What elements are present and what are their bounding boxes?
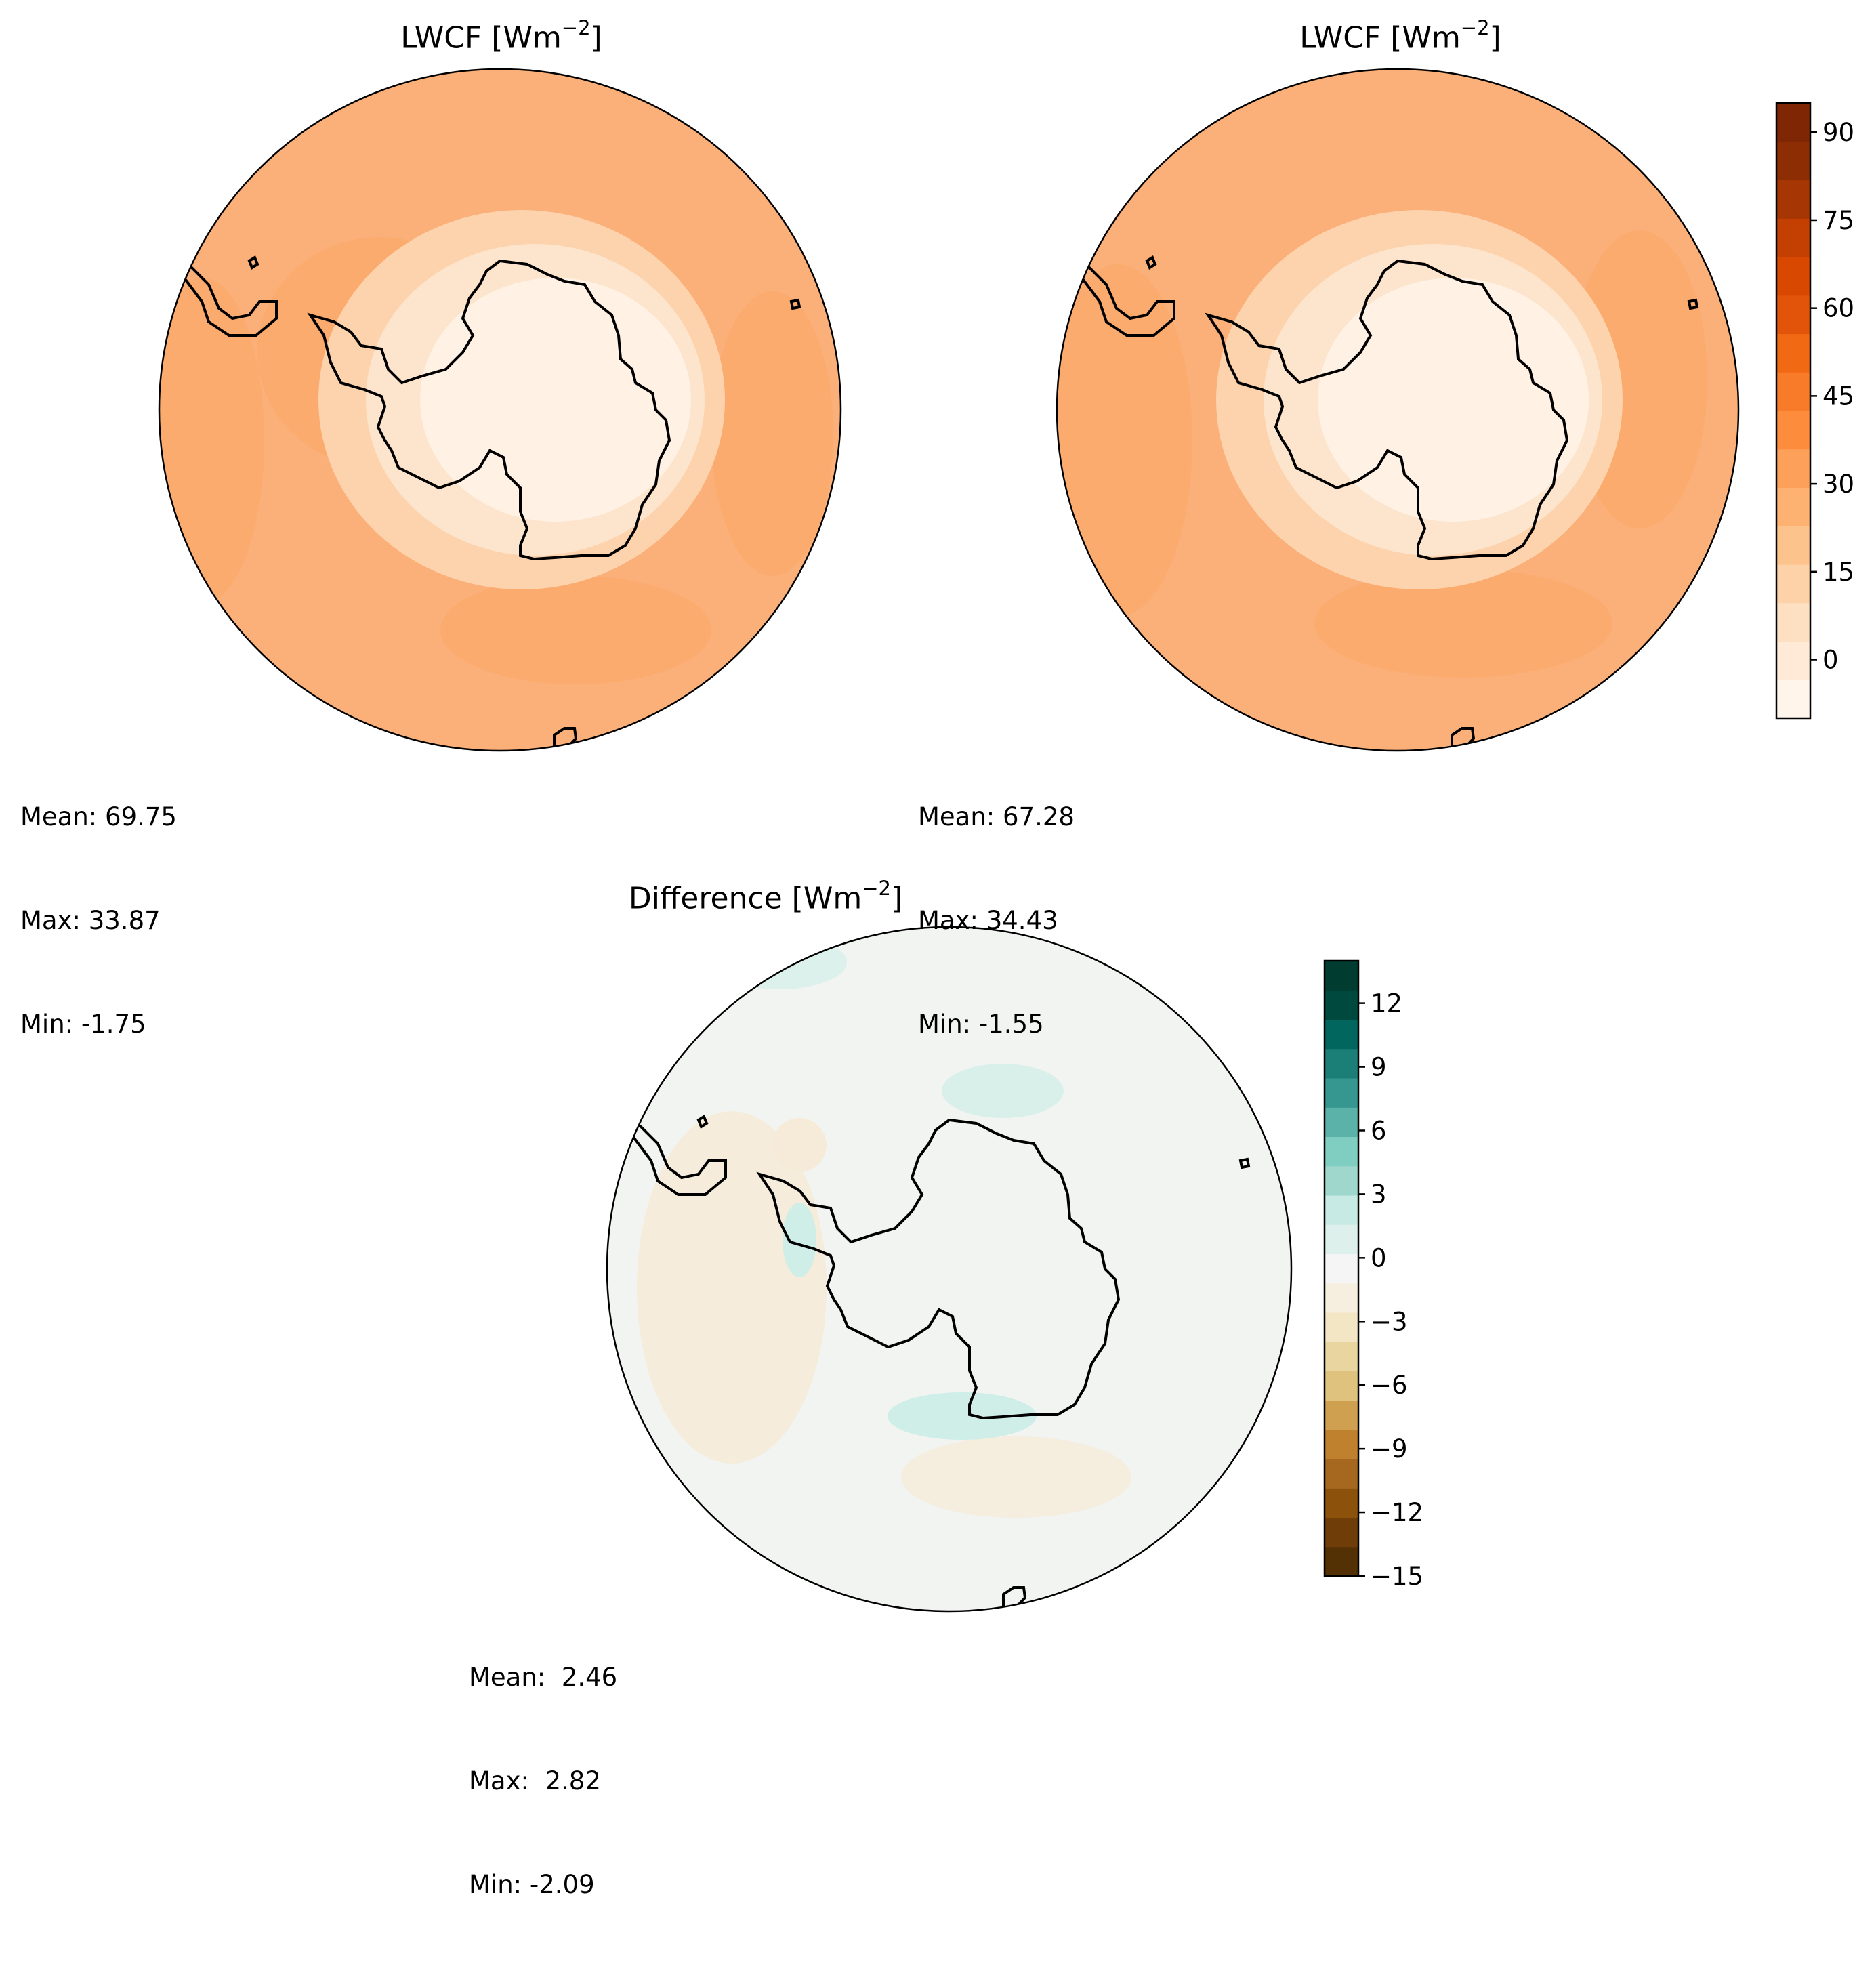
panel-2-map xyxy=(1056,68,1740,752)
panel-3-mean: Mean: 2.46 xyxy=(469,1663,618,1692)
lwcf-colorbar-tick-label: 75 xyxy=(1822,206,1854,235)
difference-colorbar-segment xyxy=(1325,1165,1358,1196)
panel-2-min: Min: -1.55 xyxy=(918,1010,1044,1039)
lwcf-colorbar-segment xyxy=(1776,411,1810,450)
difference-colorbar-segment xyxy=(1325,1371,1358,1401)
difference-colorbar-segment xyxy=(1325,990,1358,1020)
difference-colorbar-segment xyxy=(1325,1400,1358,1430)
difference-colorbar-tick-label: −6 xyxy=(1371,1371,1408,1400)
lwcf-colorbar-segment xyxy=(1776,680,1810,719)
difference-colorbar-tick-label: 6 xyxy=(1371,1116,1387,1145)
difference-colorbar: −15 −12 −9 −6 −3 0 3 6 9 12 xyxy=(1323,959,1423,1591)
difference-colorbar-tick-label: 3 xyxy=(1371,1180,1387,1209)
lwcf-colorbar-segment xyxy=(1776,218,1810,257)
lwcf-colorbar-segment xyxy=(1776,449,1810,489)
difference-colorbar-segment xyxy=(1325,1253,1358,1284)
difference-colorbar-segment xyxy=(1325,961,1358,991)
difference-colorbar-segment xyxy=(1325,1488,1358,1518)
difference-colorbar-tick-label: 12 xyxy=(1371,989,1402,1018)
difference-colorbar-segment xyxy=(1325,1136,1358,1167)
lwcf-colorbar-segment xyxy=(1776,103,1810,142)
difference-colorbar-frame xyxy=(1323,959,1360,1577)
difference-colorbar-segment xyxy=(1325,1019,1358,1050)
panel-2-mean: Mean: 67.28 xyxy=(918,802,1075,831)
difference-colorbar-segment xyxy=(1325,1459,1358,1489)
lwcf-colorbar-tick-label: 15 xyxy=(1822,558,1854,587)
lwcf-colorbar-segment xyxy=(1776,487,1810,526)
difference-colorbar-segment xyxy=(1325,1224,1358,1254)
panel-3-map xyxy=(606,926,1293,1613)
panel-2-max: Max: 34.43 xyxy=(918,906,1058,935)
panel-1-min: Min: -1.75 xyxy=(20,1010,146,1039)
panel-2-stats: Mean: 67.28 Max: 34.43 Min: -1.55 xyxy=(918,730,1075,1111)
panel-3-max: Max: 2.82 xyxy=(469,1766,601,1796)
lwcf-colorbar-segment xyxy=(1776,641,1810,680)
panel-1-max: Max: 33.87 xyxy=(20,906,161,935)
difference-colorbar-tick-label: −12 xyxy=(1371,1498,1423,1527)
lwcf-colorbar-segment xyxy=(1776,295,1810,335)
difference-colorbar-tick-label: 0 xyxy=(1371,1243,1387,1272)
lwcf-colorbar: 0 15 30 45 60 75 90 xyxy=(1775,102,1854,720)
lwcf-colorbar-segment xyxy=(1776,564,1810,604)
panel-3-min: Min: -2.09 xyxy=(469,1870,595,1899)
difference-colorbar-segment xyxy=(1325,1077,1358,1108)
panel-1-stats: Mean: 69.75 Max: 33.87 Min: -1.75 xyxy=(20,730,177,1111)
lwcf-colorbar-segment xyxy=(1776,602,1810,642)
figure: LWCF [Wm−2] LWCF [Wm−2] Difference [Wm−2… xyxy=(20,16,1854,1899)
panel-3-title: Difference [Wm−2] xyxy=(628,877,903,916)
difference-colorbar-segment xyxy=(1325,1048,1358,1079)
difference-colorbar-segment xyxy=(1325,1342,1358,1371)
lwcf-colorbar-segment xyxy=(1776,526,1810,565)
panel-3-boundary xyxy=(606,926,1293,1613)
panel-1-map xyxy=(158,68,842,752)
lwcf-colorbar-tick-label: 45 xyxy=(1822,381,1854,411)
lwcf-colorbar-tick-label: 0 xyxy=(1822,646,1839,675)
lwcf-colorbar-segment xyxy=(1776,372,1810,411)
lwcf-colorbar-segment xyxy=(1776,180,1810,219)
lwcf-colorbar-frame xyxy=(1775,102,1812,720)
panel-2-boundary xyxy=(1056,68,1740,752)
lwcf-colorbar-segment xyxy=(1776,333,1810,373)
difference-colorbar-segment xyxy=(1325,1312,1358,1342)
lwcf-colorbar-segment xyxy=(1776,141,1810,181)
difference-colorbar-segment xyxy=(1325,1283,1358,1313)
difference-colorbar-segment xyxy=(1325,1107,1358,1138)
panel-1-boundary xyxy=(158,68,842,752)
panel-3-stats: Mean: 2.46 Max: 2.82 Min: -2.09 xyxy=(469,1591,617,1971)
panel-1-title: LWCF [Wm−2] xyxy=(400,16,602,56)
lwcf-colorbar-tick-label: 90 xyxy=(1822,118,1854,147)
difference-colorbar-segment xyxy=(1325,1546,1358,1577)
maps-canvas: 0 15 30 45 60 75 90 −15 −12 −9 −6 −3 0 3 6 9 12 xyxy=(158,68,1854,1613)
difference-colorbar-segment xyxy=(1325,1429,1358,1459)
lwcf-colorbar-tick-label: 60 xyxy=(1822,294,1854,323)
panel-1-mean: Mean: 69.75 xyxy=(20,802,177,831)
difference-colorbar-tick-label: −3 xyxy=(1371,1307,1408,1336)
difference-colorbar-segment xyxy=(1325,1517,1358,1548)
difference-colorbar-segment xyxy=(1325,1195,1358,1225)
lwcf-colorbar-tick-label: 30 xyxy=(1822,470,1854,499)
difference-colorbar-tick-label: −15 xyxy=(1371,1562,1423,1591)
lwcf-colorbar-segment xyxy=(1776,257,1810,296)
panel-2-title: LWCF [Wm−2] xyxy=(1299,16,1501,56)
difference-colorbar-tick-label: 9 xyxy=(1371,1053,1387,1082)
difference-colorbar-tick-label: −9 xyxy=(1371,1434,1408,1464)
